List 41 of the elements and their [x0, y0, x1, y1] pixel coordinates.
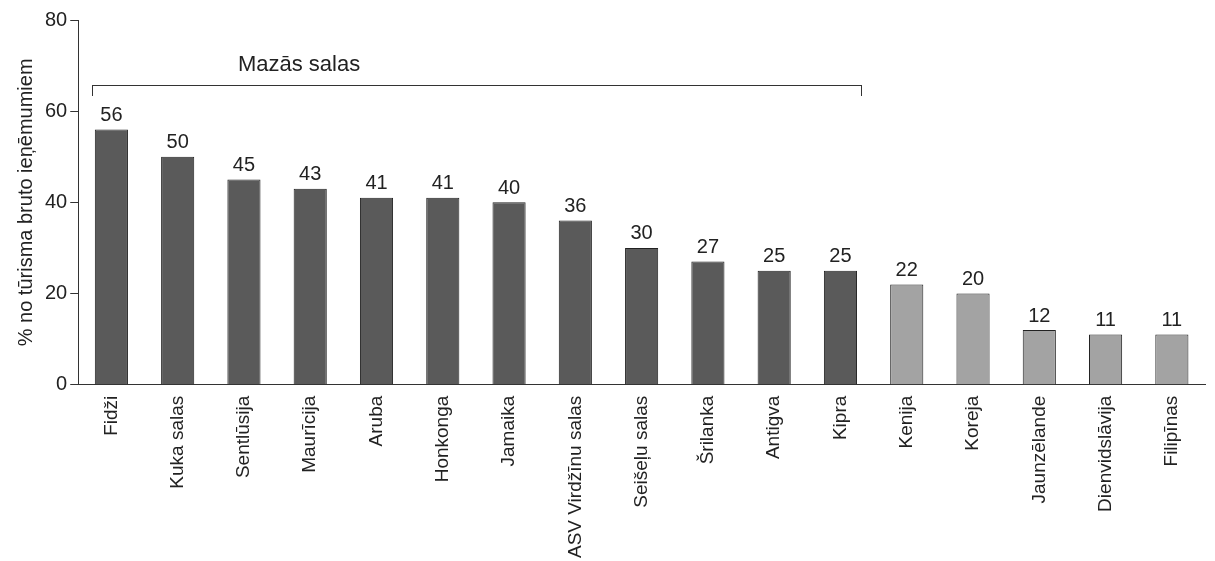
data-label: 40: [497, 175, 521, 198]
data-label: 11: [1095, 308, 1116, 331]
x-tick-label: Jaunzēlande: [1027, 395, 1049, 504]
y-tick-label: 60: [45, 98, 68, 121]
data-label: 36: [564, 194, 587, 217]
data-label: 25: [763, 244, 786, 267]
y-axis-title: % no tūrisma bruto ieņēmumiem: [13, 58, 36, 347]
x-tick-label: Kipra: [828, 395, 850, 441]
data-label: 11: [1161, 308, 1183, 331]
annotation: Mazās salas: [237, 51, 361, 77]
data-label: 41: [365, 171, 388, 194]
data-label: 20: [961, 267, 985, 290]
data-label: 50: [166, 130, 189, 153]
x-tick-label: Kenija: [894, 395, 916, 449]
data-label: 12: [1028, 303, 1051, 326]
y-tick-label: 0: [56, 372, 68, 395]
x-tick-label: Filipīnas: [1160, 395, 1182, 467]
data-label: 41: [431, 171, 454, 194]
x-tick-label: Aruba: [364, 395, 386, 447]
data-label: 45: [232, 153, 256, 176]
x-tick-label: Maurīcija: [298, 395, 320, 473]
data-label: 25: [829, 244, 852, 267]
x-tick-label: Seišeļu salas: [629, 395, 651, 508]
x-tick-label: Dienvidslāvija: [1093, 395, 1115, 512]
data-label: 22: [895, 257, 918, 280]
x-tick-label: Koreja: [961, 395, 983, 451]
x-tick-label: Sentlūsija: [232, 395, 254, 479]
data-label: 30: [630, 221, 653, 244]
y-tick-label: 20: [45, 281, 68, 304]
x-tick-label: Kuka salas: [165, 395, 187, 489]
y-tick-label: 40: [45, 189, 68, 212]
data-label: 27: [696, 235, 720, 258]
x-tick-label: Šrilanka: [696, 395, 718, 465]
data-label: 56: [100, 102, 123, 125]
data-label: 43: [299, 162, 322, 185]
x-tick-label: Jamaika: [497, 395, 519, 467]
x-tick-label: Honkonga: [431, 395, 453, 483]
y-tick-label: 80: [45, 7, 68, 30]
x-tick-label: Antigva: [762, 395, 784, 460]
x-tick-label: Fidži: [99, 395, 121, 436]
x-tick-label: ASV Virdžīnu salas: [563, 395, 585, 559]
